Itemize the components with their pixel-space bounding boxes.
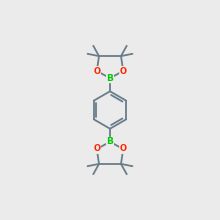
- Text: O: O: [120, 67, 127, 75]
- Text: B: B: [106, 74, 114, 82]
- Text: O: O: [120, 145, 127, 153]
- Text: O: O: [93, 145, 100, 153]
- Text: O: O: [93, 67, 100, 75]
- Text: B: B: [106, 138, 114, 146]
